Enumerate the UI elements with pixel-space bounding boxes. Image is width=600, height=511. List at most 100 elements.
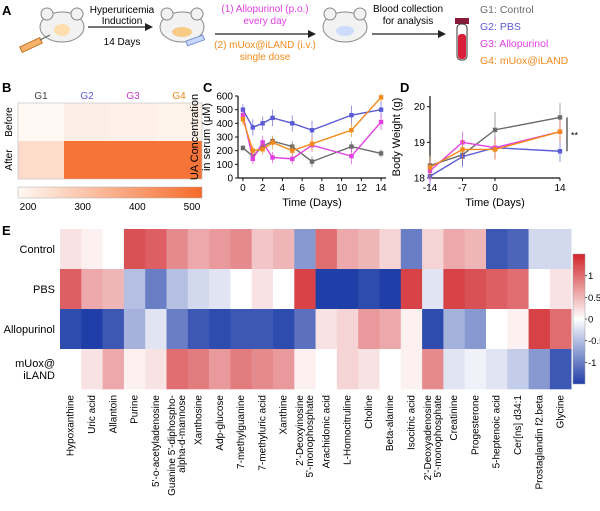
x-axis-label: Time (Days)	[282, 197, 341, 209]
y-tick-label: 20	[414, 102, 426, 113]
column-label: 2'-Deoxyadenosine5'-monophosphate	[423, 395, 444, 481]
column-label: Guanine 5'-diphospho-alpha-d-mannose	[167, 395, 188, 496]
heatmap-cell	[209, 349, 231, 390]
heatmap-cell	[464, 349, 487, 390]
treatment-allopurinol: (1) Allopurinol (p.o.)	[221, 4, 308, 15]
column-label: Choline	[364, 395, 375, 429]
column-label: 7-methyluric acid	[257, 395, 268, 471]
colorbar-tick-label: 300	[74, 202, 91, 213]
heatmap-cell	[379, 229, 402, 270]
panel-label-a: A	[2, 3, 12, 18]
data-point	[492, 127, 498, 133]
row-label: mUox@ iLAND	[15, 358, 55, 382]
group-legend-item: G2: PBS	[480, 21, 521, 33]
column-label-line: 2'-Deoxyinosine	[295, 395, 306, 466]
heatmap-cell	[294, 269, 316, 310]
heatmap-cell	[315, 269, 338, 310]
colorbar-tick-label: 400	[129, 202, 146, 213]
heatmap-cell	[528, 309, 551, 350]
y-axis-label-line: in serum (μM)	[201, 103, 213, 171]
heatmap-cell	[156, 103, 202, 141]
column-label: 2'-Deoxyinosine5'-monophosphate	[295, 395, 316, 478]
x-tick-label: 0	[492, 183, 498, 194]
step1-text: Hyperuricemia	[90, 5, 155, 16]
data-point	[492, 147, 498, 152]
series-line	[429, 130, 561, 172]
series-line	[429, 130, 561, 168]
heatmap-cell	[315, 349, 338, 390]
column-label-line: 5'-monophosphate	[433, 395, 444, 478]
column-label: 5-heptenoic acid	[492, 395, 503, 468]
heatmap-cell	[145, 269, 167, 310]
data-point	[240, 117, 246, 122]
heatmap-cell	[507, 309, 529, 350]
x-tick-label: -7	[458, 183, 467, 194]
heatmap-cell	[528, 349, 551, 390]
y-axis-label: UA Concentrationin serum (μM)	[189, 94, 213, 180]
column-label-line: alpha-d-mannose	[177, 395, 188, 473]
mouse-icon	[159, 7, 206, 47]
heatmap-cell	[400, 309, 423, 350]
panel-label-e: E	[2, 223, 11, 238]
heatmap-cell	[507, 269, 529, 310]
heatmap-cell	[64, 141, 110, 179]
data-point	[460, 147, 465, 152]
heatmap-cell	[464, 309, 487, 350]
group-legend: G1: Control G2: PBS G3: Allopurinol G4: mUo…	[480, 4, 569, 67]
column-label-line: 2'-Deoxyadenosine	[423, 395, 434, 481]
heatmap-cell	[400, 349, 423, 390]
data-point	[378, 119, 384, 125]
heatmap-cell	[549, 309, 572, 350]
data-point	[290, 121, 295, 126]
colorbar-tick-label: 0	[588, 315, 593, 326]
heatmap-cell	[156, 141, 202, 179]
data-point	[349, 112, 354, 118]
colorbar-tick-label: -1	[588, 358, 596, 369]
data-point	[349, 153, 354, 159]
heatmap-cell	[528, 269, 551, 310]
heatmap-cell	[400, 269, 423, 310]
heatmap-cell	[81, 269, 103, 310]
y-tick-label: 200	[216, 146, 233, 157]
column-label: Arachidonic acid	[321, 395, 332, 468]
heatmap-cell	[379, 269, 402, 310]
line-chart-d: -14 -7 0 14 18 19 20 Time (Days) Body Weight (g)…	[391, 96, 579, 209]
data-point	[557, 149, 563, 154]
heatmap-cell	[379, 309, 402, 350]
column-label: Allantoin	[108, 395, 119, 433]
data-point	[290, 156, 295, 162]
heatmap-cell	[81, 309, 103, 350]
y-tick-label: 600	[216, 92, 233, 103]
heatmap-cell	[400, 229, 423, 270]
heatmap-cell	[358, 269, 380, 310]
column-label: G3	[126, 91, 140, 102]
data-point	[349, 144, 354, 149]
heatmap-cell	[443, 269, 465, 310]
heatmap-cell	[358, 309, 380, 350]
heatmap-cell	[166, 309, 189, 350]
heatmap-cell	[358, 349, 380, 390]
heatmap-cell	[486, 309, 508, 350]
data-point	[309, 127, 315, 133]
heatmap-cell	[251, 229, 274, 270]
column-label: Hypoxanthine	[66, 395, 77, 457]
heatmap-cell	[145, 349, 167, 390]
mouse-icon	[322, 7, 368, 43]
heatmap-cell	[273, 229, 295, 270]
column-label: 5'-o-acetyladenosine	[151, 395, 162, 487]
panel-d: D -14 -7 0 14 18 19 20 Time (Days) Body Weight (…	[391, 80, 579, 209]
column-label: G4	[172, 91, 186, 102]
x-tick-label: 12	[356, 183, 368, 194]
heatmap-cell	[123, 309, 146, 350]
significance-mark: **	[571, 130, 579, 140]
column-label: L-Homocitruline	[343, 395, 354, 465]
syringe-icon	[19, 34, 51, 54]
data-point	[557, 115, 563, 120]
x-tick-label: 10	[336, 183, 348, 194]
heatmap-cell	[294, 349, 316, 390]
panel-b: B G1 G2 G3 G4 Before After 200 300 400 500	[2, 80, 203, 213]
heatmap-cell	[81, 229, 103, 270]
heatmap-cell	[230, 229, 252, 270]
data-point	[250, 125, 255, 130]
heatmap-cell	[187, 229, 210, 270]
